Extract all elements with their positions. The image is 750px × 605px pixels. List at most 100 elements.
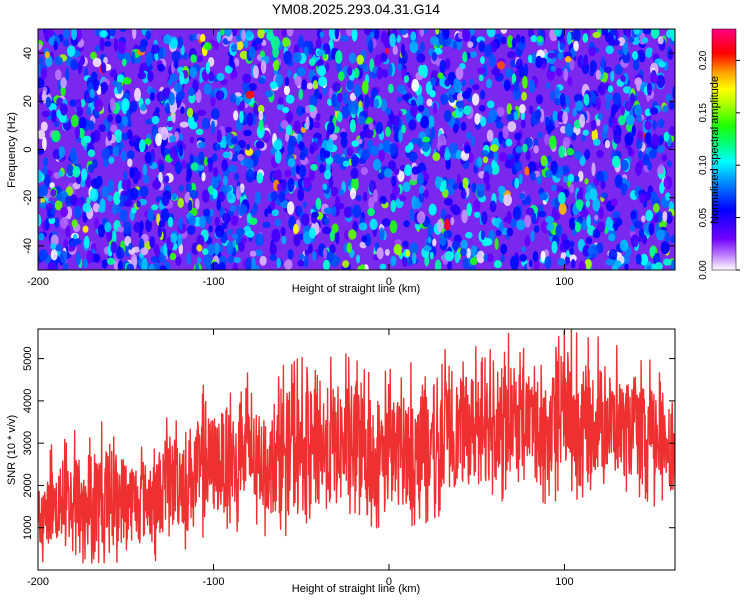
heatmap-cell [627, 146, 633, 156]
heatmap-cell [405, 249, 410, 257]
heatmap-cell [169, 135, 177, 143]
heatmap-cell [379, 52, 388, 63]
heatmap-cell [452, 40, 458, 50]
heatmap-cell [465, 231, 473, 239]
heatmap-cell [212, 153, 218, 162]
heatmap-cell [480, 89, 486, 100]
heatmap-cell [125, 178, 131, 193]
heatmap-cell [38, 148, 45, 155]
heatmap-cell [284, 169, 292, 178]
heatmap-cell [409, 41, 418, 54]
heatmap-cell [515, 145, 523, 154]
heatmap-cell [59, 250, 68, 264]
heatmap-cell [342, 260, 350, 268]
heatmap-cell [613, 134, 622, 144]
heatmap-cell [112, 146, 120, 157]
heatmap-cell [81, 168, 88, 181]
heatmap-cell [648, 223, 655, 235]
heatmap-cell [398, 110, 403, 117]
heatmap-cell [148, 263, 156, 270]
heatmap-cell [319, 163, 325, 174]
heatmap-cell [524, 235, 531, 247]
heatmap-cell [270, 191, 279, 202]
heatmap-cell [169, 38, 178, 49]
heatmap-cell [309, 145, 315, 154]
heatmap-cell [578, 260, 587, 270]
heatmap-cell [672, 86, 675, 100]
heatmap-cell [178, 243, 183, 255]
heatmap-cell [62, 191, 68, 198]
heatmap-cell [294, 75, 302, 87]
heatmap-cell [360, 167, 368, 176]
heatmap-cell [401, 255, 408, 267]
heatmap-cell [38, 129, 46, 140]
heatmap-cell [122, 58, 127, 67]
heatmap-cell [358, 115, 366, 125]
heatmap-cell [90, 51, 97, 60]
heatmap-cell [620, 106, 626, 116]
heatmap-cell [669, 126, 675, 136]
heatmap-cell [452, 205, 461, 216]
heatmap-cell [159, 265, 167, 270]
heatmap-cell [335, 231, 340, 245]
heatmap-cell [544, 133, 551, 146]
heatmap-cell [188, 87, 195, 96]
heatmap-cell [427, 223, 434, 237]
heatmap-cell [272, 170, 280, 180]
heatmap-cell [615, 218, 623, 226]
heatmap-cell [38, 186, 45, 198]
heatmap-cell [303, 177, 311, 189]
heatmap-cell [376, 67, 383, 80]
heatmap-cell [519, 192, 526, 200]
heatmap-cell [456, 174, 462, 186]
heatmap-cell [630, 234, 639, 248]
heatmap-cell [401, 124, 406, 134]
heatmap-cell [134, 87, 141, 102]
heatmap-cell [489, 200, 497, 213]
heatmap-cell [404, 164, 412, 176]
heatmap-cell [444, 57, 451, 70]
heatmap-cell [519, 254, 527, 262]
heatmap-cell [600, 180, 606, 190]
heatmap-cell [494, 238, 499, 250]
heatmap-cell [595, 69, 602, 80]
heatmap-cell [551, 184, 558, 192]
heatmap-cell [460, 248, 467, 256]
heatmap-cell [195, 262, 200, 270]
heatmap-cell [72, 166, 81, 178]
heatmap-cell [157, 63, 165, 72]
heatmap-cell [177, 36, 184, 49]
heatmap-cell [145, 57, 151, 67]
heatmap-cell [190, 162, 199, 171]
heatmap-cell [409, 242, 419, 254]
heatmap-cell [42, 157, 49, 167]
heatmap-cell [393, 115, 399, 128]
heatmap-cell [663, 258, 672, 266]
heatmap-cell [258, 110, 264, 121]
heatmap-cell [590, 120, 597, 131]
heatmap-cell [454, 80, 462, 93]
heatmap-cell [242, 73, 252, 84]
heatmap-cell [142, 174, 150, 184]
heatmap-cell [422, 136, 431, 143]
heatmap-cell [544, 169, 553, 179]
heatmap-cell [243, 129, 252, 137]
heatmap-cell [117, 260, 123, 270]
heatmap-cell [258, 119, 264, 132]
heatmap-cell [255, 140, 265, 149]
heatmap-cell [418, 64, 425, 77]
heatmap-cell [605, 216, 613, 231]
heatmap-cell [362, 191, 368, 202]
heatmap-cell [326, 251, 335, 263]
heatmap-cell [167, 216, 174, 228]
heatmap-cell [257, 104, 265, 114]
heatmap-cell [119, 209, 128, 223]
heatmap-cell [109, 98, 116, 112]
heatmap-cell [287, 69, 292, 78]
heatmap-cell [211, 175, 220, 189]
heatmap-cell [462, 51, 468, 63]
y-tick-label: 1000 [22, 515, 34, 539]
heatmap-cell [50, 234, 59, 246]
heatmap-cell [75, 98, 82, 113]
heatmap-cell [107, 179, 115, 194]
